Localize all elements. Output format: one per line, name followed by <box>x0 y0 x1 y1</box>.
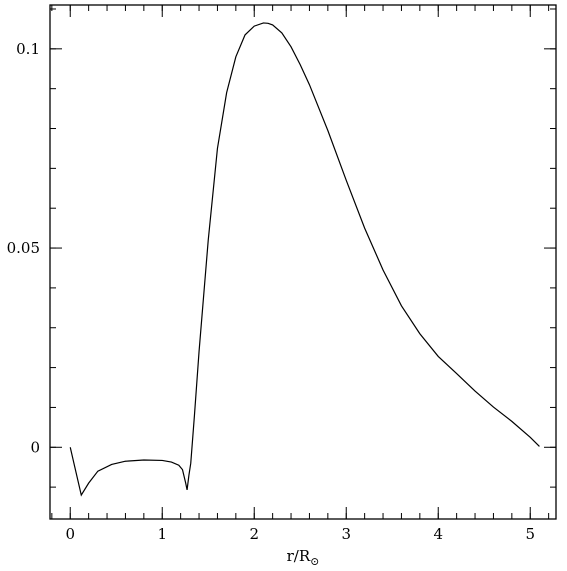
y-tick-label: 0 <box>30 438 40 456</box>
y-tick-label: 0.05 <box>7 239 40 257</box>
x-axis-label: r/R⊙ <box>287 547 320 568</box>
x-tick-label: 1 <box>157 525 167 543</box>
plot-frame <box>49 4 557 520</box>
axis-ticks <box>50 5 556 519</box>
x-tick-label: 4 <box>433 525 443 543</box>
x-tick-label: 2 <box>249 525 259 543</box>
x-tick-label: 5 <box>525 525 535 543</box>
y-tick-label: 0.1 <box>16 40 40 58</box>
x-axis-label-text: r/R <box>287 547 311 565</box>
series-line <box>69 22 540 497</box>
x-tick-label: 3 <box>341 525 351 543</box>
x-tick-label: 0 <box>65 525 75 543</box>
axis-tick-labels: 0 1 2 3 4 5 0 0.05 0.1 <box>7 40 535 543</box>
x-axis-label-subscript: ⊙ <box>310 555 319 568</box>
